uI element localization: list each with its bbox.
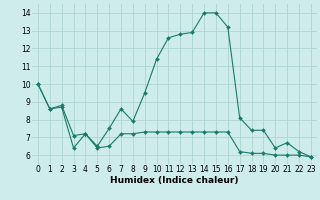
X-axis label: Humidex (Indice chaleur): Humidex (Indice chaleur): [110, 176, 239, 185]
